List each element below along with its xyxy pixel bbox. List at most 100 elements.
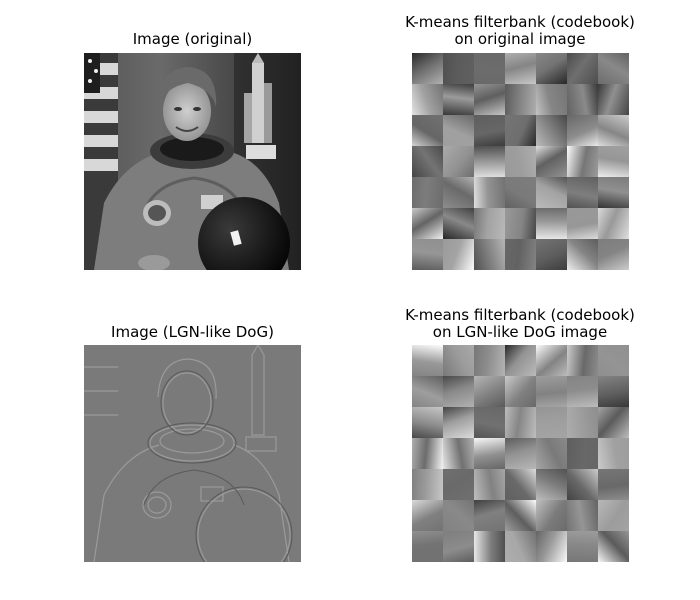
codebook-filter-tile — [505, 208, 536, 239]
codebook-filter-tile — [474, 115, 505, 146]
codebook-filter-tile — [505, 407, 536, 438]
codebook-filter-tile — [598, 146, 629, 177]
codebook-filter-tile — [443, 407, 474, 438]
codebook-filter-tile — [567, 146, 598, 177]
codebook-filter-tile — [567, 84, 598, 115]
codebook-filter-tile — [598, 531, 629, 562]
codebook-filter-tile — [505, 376, 536, 407]
dog-image — [84, 345, 301, 562]
codebook-filter-tile — [567, 239, 598, 270]
codebook-filter-tile — [412, 345, 443, 376]
codebook-filter-tile — [443, 376, 474, 407]
codebook-filter-tile — [598, 438, 629, 469]
codebook-filter-tile — [474, 500, 505, 531]
codebook-filter-tile — [474, 469, 505, 500]
codebook-filter-tile — [443, 146, 474, 177]
panel-title-filterbank-original: K-means filterbank (codebook) on origina… — [405, 13, 635, 48]
codebook-filter-tile — [412, 376, 443, 407]
codebook-filter-tile — [598, 115, 629, 146]
codebook-filter-tile — [412, 469, 443, 500]
codebook-filter-tile — [536, 531, 567, 562]
codebook-filter-tile — [412, 146, 443, 177]
codebook-filter-tile — [536, 438, 567, 469]
codebook-filter-tile — [505, 531, 536, 562]
codebook-filter-tile — [536, 53, 567, 84]
codebook-filter-tile — [412, 208, 443, 239]
codebook-filter-tile — [412, 53, 443, 84]
codebook-filter-tile — [443, 500, 474, 531]
codebook-filter-tile — [474, 84, 505, 115]
original-image — [84, 53, 301, 270]
codebook-filter-tile — [412, 239, 443, 270]
codebook-filter-tile — [474, 345, 505, 376]
codebook-grid-dog — [412, 345, 629, 562]
codebook-filter-tile — [412, 438, 443, 469]
panel-title-dog: Image (LGN-like DoG) — [111, 323, 274, 341]
codebook-filter-tile — [598, 84, 629, 115]
codebook-filter-tile — [536, 345, 567, 376]
codebook-filter-tile — [443, 115, 474, 146]
codebook-filter-tile — [598, 208, 629, 239]
codebook-filter-tile — [412, 84, 443, 115]
codebook-filter-tile — [443, 531, 474, 562]
codebook-filter-tile — [536, 146, 567, 177]
panel-title-original: Image (original) — [132, 30, 253, 48]
codebook-filter-tile — [474, 376, 505, 407]
codebook-filter-tile — [505, 177, 536, 208]
codebook-filter-tile — [474, 407, 505, 438]
codebook-filter-tile — [598, 239, 629, 270]
codebook-filter-tile — [567, 53, 598, 84]
codebook-filter-tile — [536, 500, 567, 531]
codebook-filter-tile — [536, 469, 567, 500]
codebook-filter-tile — [412, 407, 443, 438]
codebook-filter-tile — [505, 469, 536, 500]
codebook-filter-tile — [505, 239, 536, 270]
codebook-filter-tile — [474, 177, 505, 208]
codebook-filter-tile — [474, 239, 505, 270]
astronaut-photo-icon — [84, 53, 301, 270]
codebook-filter-tile — [598, 469, 629, 500]
codebook-filter-tile — [474, 146, 505, 177]
codebook-filter-tile — [598, 53, 629, 84]
codebook-filter-tile — [443, 177, 474, 208]
codebook-filter-tile — [536, 208, 567, 239]
codebook-filter-tile — [567, 376, 598, 407]
codebook-filter-tile — [536, 407, 567, 438]
codebook-filter-tile — [505, 500, 536, 531]
filterbank-original — [412, 53, 629, 270]
codebook-filter-tile — [598, 345, 629, 376]
codebook-filter-tile — [443, 84, 474, 115]
codebook-filter-tile — [474, 208, 505, 239]
codebook-filter-tile — [567, 115, 598, 146]
codebook-filter-tile — [505, 146, 536, 177]
panel-title-filterbank-dog: K-means filterbank (codebook) on LGN-lik… — [405, 306, 635, 341]
codebook-filter-tile — [505, 115, 536, 146]
codebook-filter-tile — [474, 531, 505, 562]
dog-edge-icon — [84, 345, 301, 562]
codebook-filter-tile — [598, 407, 629, 438]
codebook-filter-tile — [567, 500, 598, 531]
codebook-filter-tile — [443, 208, 474, 239]
codebook-filter-tile — [536, 376, 567, 407]
codebook-filter-tile — [505, 84, 536, 115]
codebook-filter-tile — [443, 53, 474, 84]
codebook-filter-tile — [536, 239, 567, 270]
codebook-filter-tile — [412, 115, 443, 146]
codebook-filter-tile — [598, 376, 629, 407]
codebook-filter-tile — [443, 438, 474, 469]
codebook-filter-tile — [536, 115, 567, 146]
codebook-filter-tile — [505, 345, 536, 376]
codebook-filter-tile — [567, 531, 598, 562]
codebook-filter-tile — [598, 177, 629, 208]
codebook-filter-tile — [443, 469, 474, 500]
codebook-filter-tile — [443, 239, 474, 270]
codebook-filter-tile — [474, 438, 505, 469]
codebook-filter-tile — [567, 469, 598, 500]
codebook-filter-tile — [567, 177, 598, 208]
codebook-filter-tile — [412, 531, 443, 562]
codebook-filter-tile — [505, 438, 536, 469]
codebook-filter-tile — [412, 177, 443, 208]
codebook-filter-tile — [412, 500, 443, 531]
codebook-filter-tile — [567, 208, 598, 239]
codebook-filter-tile — [598, 500, 629, 531]
